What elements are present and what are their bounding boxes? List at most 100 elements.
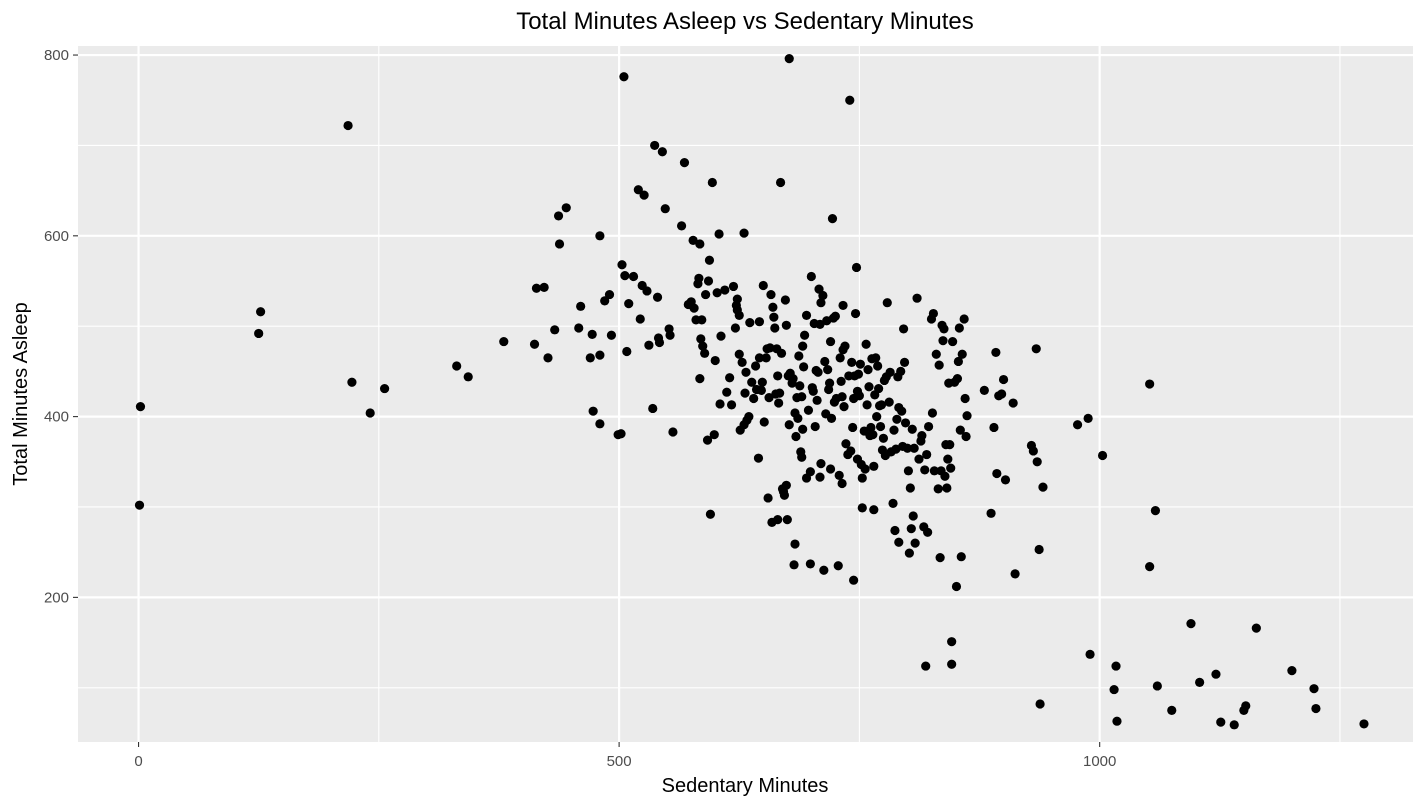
data-point xyxy=(766,289,776,300)
x-axis-ticks: 0 500 1000 xyxy=(134,742,1116,770)
data-point xyxy=(860,464,870,474)
data-point xyxy=(798,341,808,351)
data-point xyxy=(797,452,807,462)
data-point xyxy=(759,417,769,427)
data-point xyxy=(705,509,716,519)
data-point xyxy=(595,419,605,429)
data-point xyxy=(791,431,801,442)
data-point xyxy=(660,204,670,214)
data-point xyxy=(769,312,779,322)
data-point xyxy=(529,339,540,349)
data-point xyxy=(1035,699,1045,709)
data-point xyxy=(934,360,944,370)
data-point xyxy=(835,353,845,363)
data-point xyxy=(1287,665,1297,676)
data-point xyxy=(800,330,810,340)
data-points xyxy=(134,54,1369,730)
data-point xyxy=(1229,720,1239,730)
data-point xyxy=(256,307,266,317)
data-point xyxy=(688,235,698,245)
data-point xyxy=(775,388,785,398)
data-point xyxy=(939,324,949,334)
data-point xyxy=(730,323,741,333)
data-point xyxy=(902,443,913,453)
data-point xyxy=(576,301,586,311)
data-point xyxy=(617,260,627,270)
data-point xyxy=(650,140,660,151)
data-point xyxy=(882,298,892,308)
data-point xyxy=(871,353,881,363)
data-point xyxy=(554,239,565,249)
data-point xyxy=(917,430,927,441)
data-point xyxy=(815,319,825,329)
data-point xyxy=(815,472,825,482)
data-point xyxy=(773,515,783,525)
data-point xyxy=(595,350,605,360)
data-point xyxy=(956,552,966,562)
data-point xyxy=(499,336,509,347)
data-point xyxy=(908,511,918,521)
data-point xyxy=(929,466,939,476)
data-point xyxy=(955,425,965,435)
data-point xyxy=(648,403,658,414)
data-point xyxy=(639,190,649,200)
data-point xyxy=(914,454,924,464)
data-point xyxy=(365,408,375,418)
data-point xyxy=(758,280,768,291)
y-tick-label: 800 xyxy=(44,47,69,64)
data-point xyxy=(991,347,1001,358)
data-point xyxy=(619,72,629,82)
data-point xyxy=(622,346,632,357)
chart-title: Total Minutes Asleep vs Sedentary Minute… xyxy=(516,8,974,35)
data-point xyxy=(833,561,843,571)
data-point xyxy=(795,381,805,391)
data-point xyxy=(979,385,989,395)
data-point xyxy=(935,553,945,563)
data-point xyxy=(749,393,759,404)
data-point xyxy=(553,211,564,221)
data-point xyxy=(849,575,859,585)
data-point xyxy=(909,443,919,453)
data-point xyxy=(764,393,774,403)
data-point xyxy=(872,411,882,422)
data-point xyxy=(986,508,996,518)
data-point xyxy=(1097,450,1108,461)
data-point xyxy=(642,286,652,296)
data-point xyxy=(714,229,724,239)
data-point xyxy=(854,391,864,401)
data-point xyxy=(1028,446,1038,456)
data-point xyxy=(698,341,708,351)
data-point xyxy=(744,411,754,422)
data-point xyxy=(992,468,1002,479)
data-point xyxy=(740,388,750,398)
data-point xyxy=(725,373,735,383)
data-point xyxy=(644,340,654,350)
data-point xyxy=(947,637,957,647)
data-point xyxy=(846,446,856,456)
data-point xyxy=(715,399,725,409)
data-point xyxy=(784,54,794,64)
data-point xyxy=(710,355,720,366)
data-point xyxy=(942,483,952,493)
data-point xyxy=(923,527,933,537)
data-point xyxy=(701,289,711,300)
data-point xyxy=(922,449,932,460)
data-point xyxy=(707,177,717,188)
data-point xyxy=(1145,379,1155,389)
data-point xyxy=(702,435,713,445)
data-point xyxy=(873,361,883,371)
data-point xyxy=(728,281,739,292)
data-point xyxy=(696,334,706,344)
data-point xyxy=(254,328,264,339)
data-point xyxy=(863,364,873,375)
data-point xyxy=(819,565,829,575)
data-point xyxy=(1359,719,1369,729)
data-point xyxy=(1195,677,1205,687)
data-point xyxy=(703,276,714,286)
data-point xyxy=(585,353,595,363)
data-point xyxy=(788,374,798,384)
data-point xyxy=(539,282,549,292)
data-point xyxy=(840,341,850,351)
x-tick-label: 0 xyxy=(134,753,142,770)
data-point xyxy=(689,303,699,313)
